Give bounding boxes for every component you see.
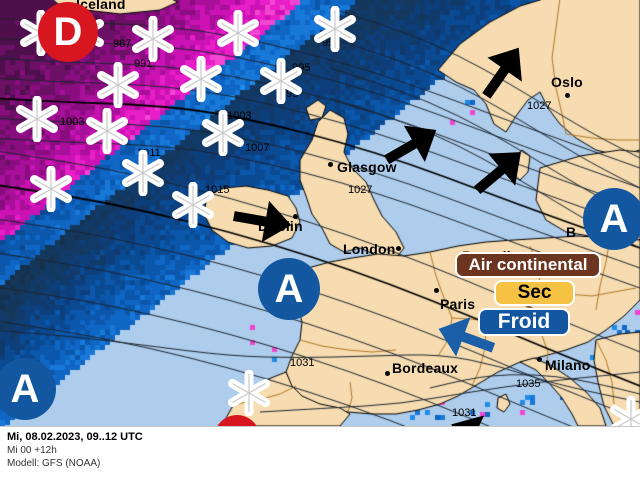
city-dot [293,214,298,219]
isobar-label: 987 [113,38,132,50]
high-pressure-badge: A [258,258,320,320]
city-label: Oslo [551,74,583,90]
run-info-block: Mi, 08.02.2023, 09..12 UTC Mi 00 +12h Mo… [7,431,143,469]
valid-datetime: Mi, 08.02.2023, 09..12 UTC [7,431,143,443]
city-dot [434,288,439,293]
city-dot [396,246,401,251]
city-label: Paris [440,296,476,312]
isobar-label: 1027 [348,184,373,196]
isobar-label: 991 [134,58,153,70]
isobar-label: 1031 [452,407,477,419]
low-pressure-badge: D [214,415,260,426]
city-dot [565,93,570,98]
isobar-label: 1027 [527,100,552,112]
city-label: Bordeaux [392,360,459,376]
isobar-label: 1015 [205,184,230,196]
city-label: Glasgow [337,159,397,175]
city-label: Milano [545,357,591,373]
city-dot [537,357,542,362]
city-dot [385,371,390,376]
isobar-label: 1031 [290,357,315,369]
city-label: B [566,224,577,240]
isobar-label: 999 [280,88,299,100]
city-label: Dublin [258,218,303,234]
isobar-label: 991 [322,37,341,49]
model-name: Modell: GFS (NOAA) [7,458,101,469]
weather-map[interactable]: 987 991 991 995 995 999 1003 1003 1007 1011 1015 10… [0,0,640,426]
isobar-label: 995 [292,62,311,74]
isobar-label: 995 [112,74,131,86]
isobar-label: 1007 [245,142,270,154]
high-pressure-badge: A [0,358,56,420]
city-dot [328,162,333,167]
annotation-box: Sec [494,280,575,306]
footer-bar: Mi, 08.02.2023, 09..12 UTC Mi 00 +12h Mo… [0,426,640,478]
isobar-label: 1011 [137,147,161,159]
run-offset: Mi 00 +12h [7,445,57,456]
city-label: London [343,241,396,257]
map-raster-canvas [0,0,640,426]
isobar-label: 1003 [227,110,252,122]
annotation-box: Air continental [455,252,601,278]
annotation-box: Froid [478,308,570,336]
isobar-label: 1003 [60,116,85,128]
low-pressure-badge: D [38,2,98,62]
isobar-label: 1035 [516,378,541,390]
high-pressure-badge: A [583,188,640,250]
